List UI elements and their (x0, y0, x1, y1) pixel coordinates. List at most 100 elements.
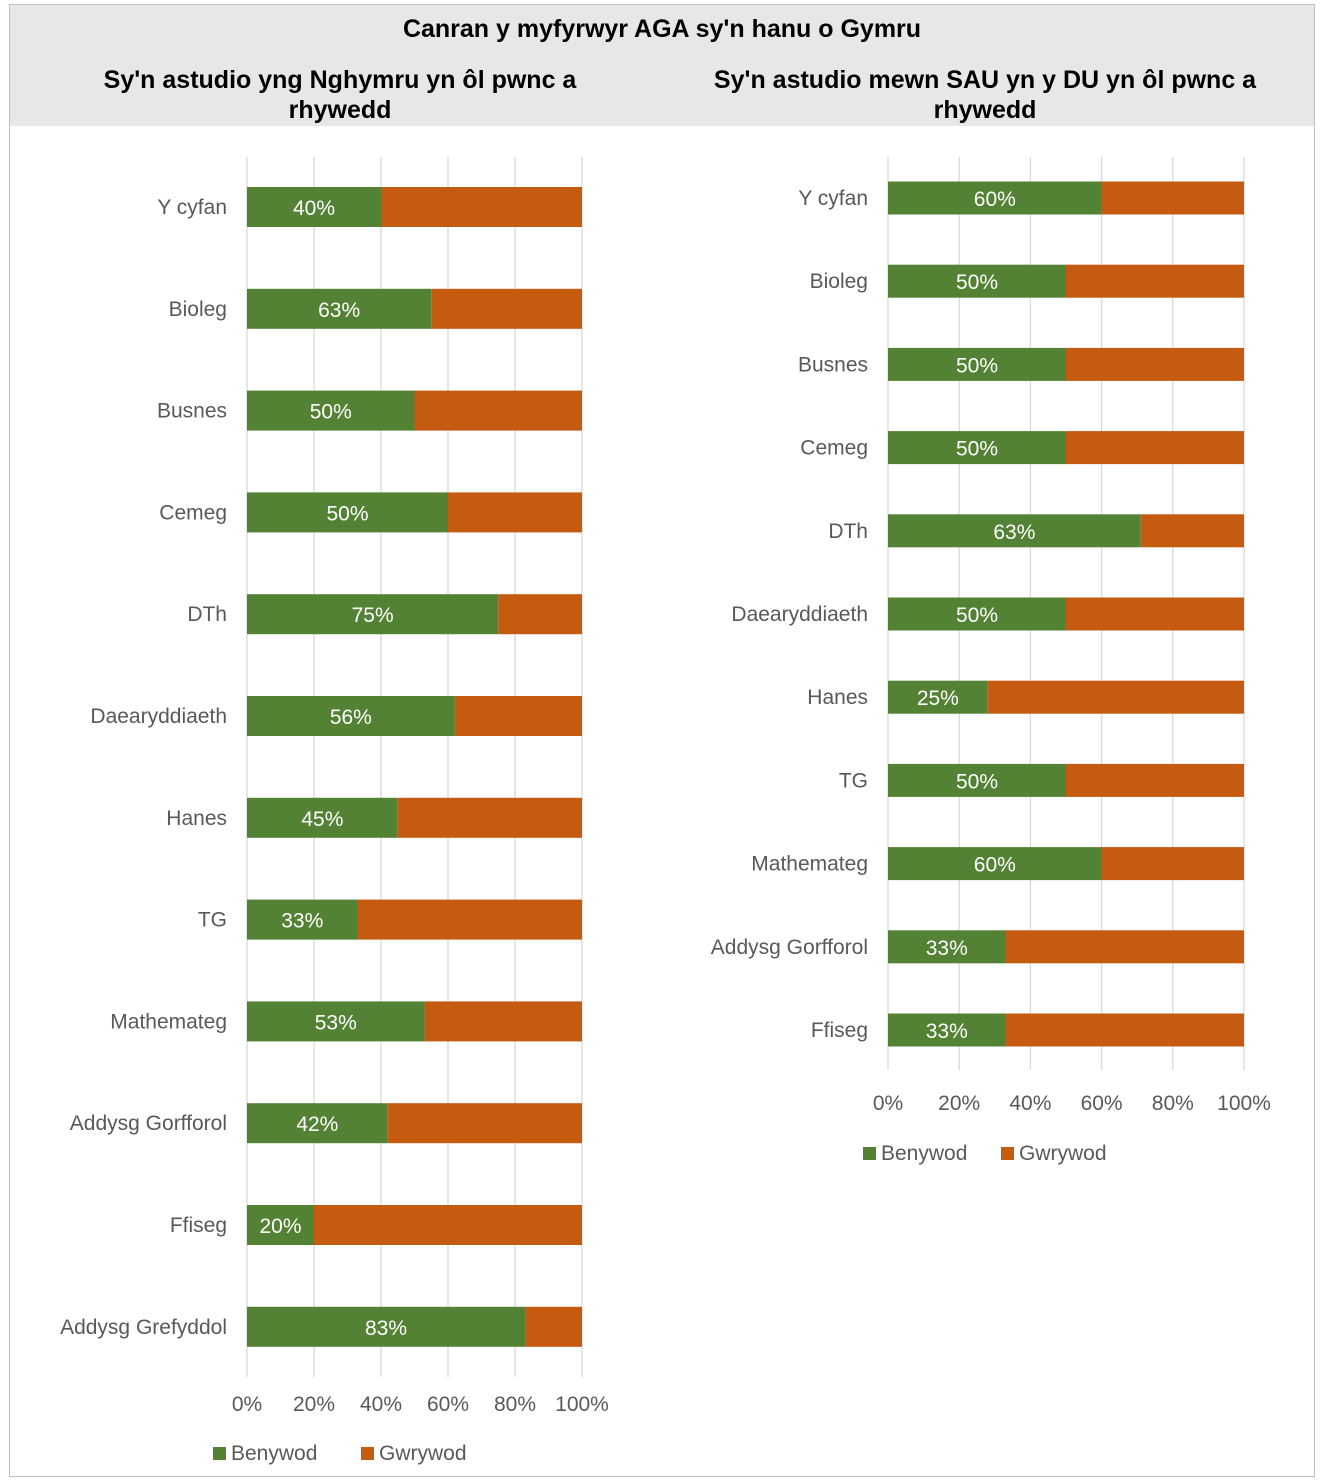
data-label: 40% (293, 197, 335, 220)
bar-segment-benywod (247, 288, 432, 329)
category-label: Hanes (807, 686, 868, 709)
x-tick-label: 100% (555, 1393, 609, 1416)
category-label: Addysg Gorfforol (70, 1112, 227, 1135)
right-chart: 0% 20% 40% 60% 80% 100% Y cyfan 60% Bioleg 50% Bus… (711, 157, 1271, 1165)
data-label: 60% (974, 188, 1016, 211)
bar-segment-gwrywod (448, 492, 582, 533)
category-label: Cemeg (800, 437, 868, 460)
legend-swatch-benywod (863, 1147, 876, 1160)
legend-label-benywod: Benywod (881, 1142, 967, 1165)
data-label: 60% (974, 854, 1016, 877)
data-label: 25% (917, 687, 959, 710)
legend-label-gwrywod: Gwrywod (379, 1442, 467, 1465)
bar-segment-benywod (888, 514, 1141, 548)
data-label: 56% (330, 706, 372, 729)
bar-segment-gwrywod (1066, 347, 1244, 381)
bar-segment-benywod (247, 899, 358, 940)
data-label: 42% (296, 1113, 338, 1136)
data-label: 50% (956, 271, 998, 294)
bar-segment-benywod (888, 264, 1066, 298)
category-label: Bioleg (169, 298, 227, 321)
bar-segment-gwrywod (314, 1205, 582, 1245)
bar-segment-benywod (888, 431, 1066, 465)
category-label: TG (198, 909, 227, 932)
bar-segment-benywod (247, 1306, 526, 1347)
category-label: Busnes (798, 353, 868, 376)
category-label: Ffiseg (811, 1019, 868, 1042)
legend-swatch-benywod (213, 1447, 226, 1460)
category-label: Busnes (157, 400, 227, 423)
legend-swatch-gwrywod (1001, 1147, 1014, 1160)
data-label: 75% (352, 604, 394, 627)
bar-segment-benywod (247, 1205, 314, 1245)
category-label: Addysg Grefyddol (60, 1316, 227, 1339)
x-tick-label: 60% (427, 1393, 469, 1416)
bar-segment-benywod (247, 390, 415, 431)
x-tick-label: 40% (1009, 1092, 1051, 1115)
bar-segment-gwrywod (987, 680, 1244, 714)
left-chart-title: Sy'n astudio yng Nghymru yn ôl pwnc a rh… (103, 66, 577, 124)
category-label: Y cyfan (157, 196, 227, 219)
figure-frame: Canran y myfyrwyr AGA sy'n hanu o Gymru … (9, 4, 1315, 1477)
bar-segment-gwrywod (1101, 847, 1244, 881)
bar-segment-gwrywod (1066, 763, 1244, 797)
main-title: Canran y myfyrwyr AGA sy'n hanu o Gymru (402, 15, 922, 43)
bar-segment-benywod (888, 680, 988, 714)
category-label: Daearyddiaeth (731, 603, 868, 626)
data-label: 33% (926, 1020, 968, 1043)
data-label: 33% (281, 910, 323, 933)
legend-label-gwrywod: Gwrywod (1019, 1142, 1107, 1165)
data-label: 33% (926, 937, 968, 960)
bar-segment-gwrywod (498, 594, 582, 635)
bar-segment-gwrywod (1066, 431, 1244, 465)
bar-segment-gwrywod (357, 899, 582, 940)
bar-segment-gwrywod (381, 187, 582, 227)
left-chart: 0% 20% 40% 60% 80% 100% Y cyfan 40% Bioleg 63% Bus… (60, 157, 609, 1465)
bar-segment-gwrywod (525, 1306, 582, 1347)
category-label: Daearyddiaeth (90, 705, 227, 728)
x-tick-label: 80% (1152, 1092, 1194, 1115)
data-label: 63% (993, 521, 1035, 544)
x-tick-label: 40% (360, 1393, 402, 1416)
header-band: Canran y myfyrwyr AGA sy'n hanu o Gymru … (10, 5, 1314, 126)
bar-segment-gwrywod (1005, 930, 1244, 964)
category-label: Addysg Gorfforol (711, 936, 868, 959)
bar-segment-benywod (888, 930, 1006, 964)
data-label: 53% (315, 1011, 357, 1034)
x-tick-label: 80% (494, 1393, 536, 1416)
bar-segment-gwrywod (397, 797, 582, 838)
bar-segment-benywod (888, 847, 1102, 881)
category-label: Y cyfan (798, 187, 868, 210)
data-label: 50% (326, 502, 368, 525)
bar-segment-benywod (247, 1001, 425, 1042)
category-label: Mathemateg (110, 1010, 227, 1033)
bar-segment-benywod (247, 187, 381, 227)
bar-segment-gwrywod (424, 1001, 582, 1042)
x-tick-label: 0% (873, 1092, 903, 1115)
bar-segment-benywod (247, 492, 448, 533)
bar-segment-gwrywod (414, 390, 582, 431)
bar-segment-benywod (247, 1103, 388, 1144)
data-label: 63% (318, 299, 360, 322)
category-label: Hanes (166, 807, 227, 830)
bar-segment-benywod (888, 763, 1066, 797)
legend-swatch-gwrywod (361, 1447, 374, 1460)
data-label: 83% (365, 1317, 407, 1340)
bar-segment-gwrywod (454, 696, 582, 736)
category-label: Cemeg (159, 501, 227, 524)
x-tick-label: 60% (1081, 1092, 1123, 1115)
category-label: Ffiseg (170, 1214, 227, 1237)
data-label: 20% (259, 1215, 301, 1238)
data-label: 50% (956, 438, 998, 461)
category-label: Bioleg (810, 270, 868, 293)
category-label: DTh (187, 603, 227, 626)
data-label: 45% (301, 808, 343, 831)
legend-label-benywod: Benywod (231, 1442, 317, 1465)
x-tick-label: 20% (938, 1092, 980, 1115)
data-label: 50% (956, 604, 998, 627)
x-tick-label: 0% (232, 1393, 262, 1416)
bar-segment-gwrywod (1140, 514, 1244, 548)
bar-segment-benywod (888, 1013, 1006, 1047)
bar-segment-benywod (247, 594, 499, 635)
